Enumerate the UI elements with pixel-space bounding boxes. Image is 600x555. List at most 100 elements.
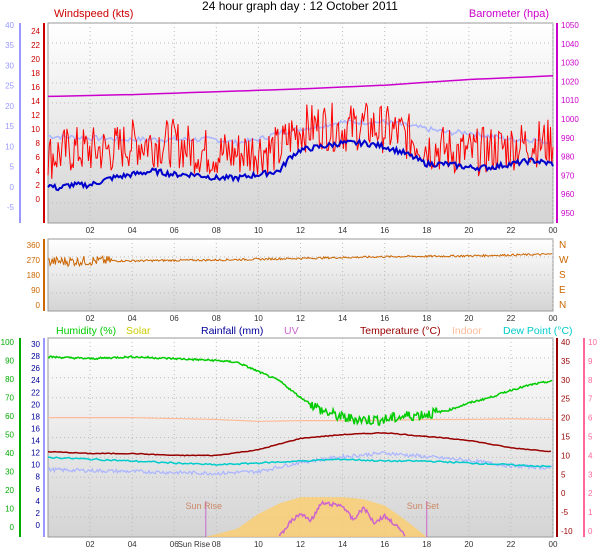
temp-tick-label: 15 bbox=[561, 433, 570, 442]
baro-tick-label: 1000 bbox=[561, 115, 579, 124]
wind-xtick-label: 22 bbox=[506, 226, 515, 235]
multi-xtick-label: 20 bbox=[464, 540, 473, 549]
humidity-tick-label: 90 bbox=[5, 357, 14, 366]
baro-tick-label: 1020 bbox=[561, 77, 579, 86]
wind-outer-tick-label: 0 bbox=[10, 183, 15, 192]
dir-tick-label: 180 bbox=[27, 271, 41, 280]
dir-xtick-label: 18 bbox=[422, 314, 431, 323]
left-tick-label: 22 bbox=[31, 388, 40, 397]
dir-xtick-label: 16 bbox=[380, 314, 389, 323]
baro-tick-label: 960 bbox=[561, 190, 575, 199]
wind-inner-tick-label: 0 bbox=[36, 195, 41, 204]
right-tick-label: 0 bbox=[588, 527, 593, 536]
temp-tick-label: 10 bbox=[561, 451, 570, 460]
wind-inner-tick-label: 2 bbox=[36, 181, 41, 190]
left-tick-label: 30 bbox=[31, 340, 40, 349]
left-tick-label: 16 bbox=[31, 424, 40, 433]
temp-tick-label: -5 bbox=[561, 508, 569, 517]
sunrise-axis-label: Sun Rise bbox=[178, 540, 211, 549]
left-tick-label: 18 bbox=[31, 412, 40, 421]
humidity-tick-label: 50 bbox=[5, 431, 14, 440]
humidity-temperature-panel: Humidity (%) Solar Rainfall (mm) UV Temperat… bbox=[1, 325, 598, 549]
multi-xtick-label: 04 bbox=[128, 540, 137, 549]
wind-inner-tick-label: 8 bbox=[36, 139, 41, 148]
humidity-tick-label: 30 bbox=[5, 468, 14, 477]
wind-xtick-label: 00 bbox=[549, 226, 558, 235]
dir-compass-label: N bbox=[559, 240, 566, 251]
solar-area bbox=[205, 497, 427, 537]
wind-inner-tick-label: 16 bbox=[31, 83, 40, 92]
multi-xtick-label: 22 bbox=[506, 540, 515, 549]
baro-tick-label: 950 bbox=[561, 209, 575, 218]
dew-point-line bbox=[47, 456, 552, 468]
humidity-tick-label: 20 bbox=[5, 486, 14, 495]
right-tick-label: 8 bbox=[588, 376, 593, 385]
multi-xtick-label: 02 bbox=[86, 540, 95, 549]
dir-compass-label: W bbox=[559, 255, 569, 266]
wind-inner-tick-label: 18 bbox=[31, 69, 40, 78]
multi-xtick-label: 18 bbox=[422, 540, 431, 549]
barometer-line bbox=[47, 75, 554, 98]
wind-inner-tick-label: 24 bbox=[31, 27, 40, 36]
wind-inner-tick-label: 12 bbox=[31, 111, 40, 120]
right-tick-label: 1 bbox=[588, 508, 593, 517]
wind-barometer-panel: 4035302520151050-52422201816141210864201… bbox=[5, 8, 579, 235]
wind-xtick-label: 10 bbox=[254, 226, 263, 235]
dir-compass-label: S bbox=[559, 270, 566, 281]
wind-inner-tick-label: 14 bbox=[31, 97, 40, 106]
right-tick-label: 3 bbox=[588, 470, 593, 479]
multi-xtick-label: 12 bbox=[296, 540, 305, 549]
windspeed-axis-title: Windspeed (kts) bbox=[54, 8, 133, 20]
temp-tick-label: 30 bbox=[561, 376, 570, 385]
direction-line bbox=[48, 253, 552, 268]
dir-tick-label: 0 bbox=[36, 301, 41, 310]
temp-tick-label: 25 bbox=[561, 395, 570, 404]
humidity-tick-label: 100 bbox=[1, 338, 15, 347]
multi-xtick-label: 00 bbox=[549, 540, 558, 549]
legend-item: Rainfall (mm) bbox=[201, 325, 263, 337]
wind-outer-tick-label: 20 bbox=[5, 102, 14, 111]
humidity-tick-label: 80 bbox=[5, 375, 14, 384]
multi-xtick-label: 06 bbox=[170, 540, 179, 549]
wind-outer-tick-label: 35 bbox=[5, 41, 14, 50]
right-tick-label: 9 bbox=[588, 357, 593, 366]
wind-xtick-label: 06 bbox=[170, 226, 179, 235]
dir-xtick-label: 14 bbox=[338, 314, 347, 323]
wind-outer-tick-label: 30 bbox=[5, 61, 14, 70]
left-tick-label: 0 bbox=[36, 521, 41, 530]
left-tick-label: 4 bbox=[36, 497, 41, 506]
right-tick-label: 7 bbox=[588, 395, 593, 404]
humidity-tick-label: 0 bbox=[10, 523, 15, 532]
wind-inner-tick-label: 10 bbox=[31, 125, 40, 134]
right-tick-label: 4 bbox=[588, 451, 593, 460]
left-tick-label: 10 bbox=[31, 461, 40, 470]
temp-tick-label: 0 bbox=[561, 489, 566, 498]
dir-compass-label: E bbox=[559, 285, 566, 296]
legend-item: Indoor bbox=[452, 325, 482, 337]
multi-xtick-label: 08 bbox=[212, 540, 221, 549]
baro-tick-label: 990 bbox=[561, 134, 575, 143]
dir-xtick-label: 20 bbox=[464, 314, 473, 323]
wind-outer-tick-label: 40 bbox=[5, 21, 14, 30]
left-tick-label: 28 bbox=[31, 352, 40, 361]
left-tick-label: 6 bbox=[36, 485, 41, 494]
dir-xtick-label: 06 bbox=[170, 314, 179, 323]
dir-tick-label: 90 bbox=[31, 286, 40, 295]
legend-item: Solar bbox=[126, 325, 151, 337]
page-title: 24 hour graph day : 12 October 2011 bbox=[202, 0, 398, 13]
dir-xtick-label: 04 bbox=[128, 314, 137, 323]
dir-xtick-label: 10 bbox=[254, 314, 263, 323]
wind-inner-tick-label: 22 bbox=[31, 41, 40, 50]
temperature-line bbox=[47, 431, 552, 457]
right-tick-label: 2 bbox=[588, 489, 593, 498]
dir-xtick-label: 00 bbox=[549, 314, 558, 323]
wind-inner-tick-label: 4 bbox=[36, 167, 41, 176]
wind-xtick-label: 14 bbox=[338, 226, 347, 235]
wind-outer-tick-label: 10 bbox=[5, 142, 14, 151]
left-tick-label: 12 bbox=[31, 449, 40, 458]
right-tick-label: 5 bbox=[588, 433, 593, 442]
wind-outer-tick-label: 5 bbox=[10, 163, 15, 172]
baro-tick-label: 970 bbox=[561, 171, 575, 180]
wind-xtick-label: 12 bbox=[296, 226, 305, 235]
temp-tick-label: 35 bbox=[561, 357, 570, 366]
